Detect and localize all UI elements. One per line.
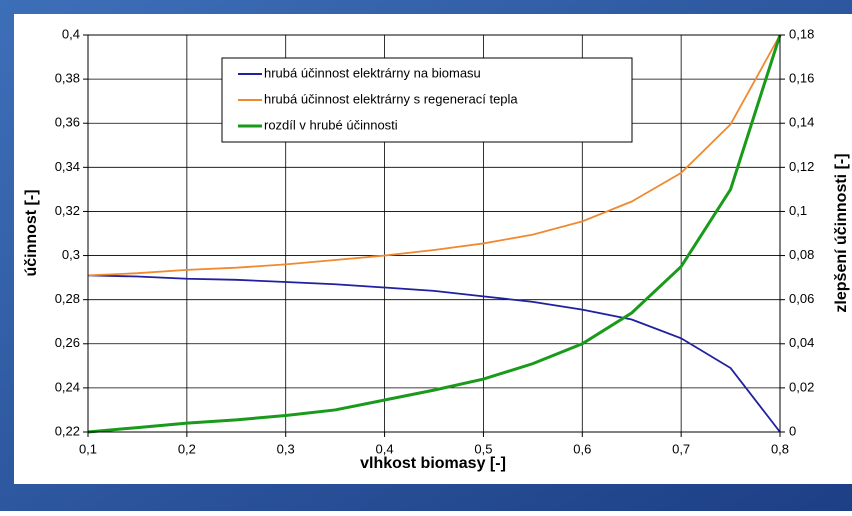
data-line (87, 274, 781, 433)
legend: hrubá účinnost elektrárny na biomasu hrub… (238, 65, 518, 132)
x-tick-label: 0,8 (771, 441, 789, 456)
y-tick-label: 0,34 (55, 159, 80, 174)
y-tick-label: 0,26 (55, 335, 80, 350)
y2-tick-label: 0,02 (789, 379, 814, 394)
y-tick-label: 0,3 (62, 247, 80, 262)
y2-tick-label: 0,18 (789, 26, 814, 41)
data-line (87, 34, 781, 277)
legend-label: hrubá účinnost elektrárny s regenerací t… (264, 91, 518, 106)
y-tick-label: 0,4 (62, 26, 80, 41)
legend-label: hrubá účinnost elektrárny na biomasu (264, 65, 481, 80)
y-tick-label: 0,38 (55, 71, 80, 86)
lines (87, 34, 782, 434)
x-tick-label: 0,3 (277, 441, 295, 456)
x-tick-label: 0,2 (178, 441, 196, 456)
y2-tick-label: 0,06 (789, 291, 814, 306)
y2-tick-label: 0,08 (789, 247, 814, 262)
y2-tick-label: 0 (789, 423, 796, 438)
y-tick-label: 0,36 (55, 115, 80, 130)
x-tick-label: 0,7 (672, 441, 690, 456)
y-tick-label: 0,22 (55, 423, 80, 438)
y-tick-label: 0,28 (55, 291, 80, 306)
x-tick-label: 0,4 (376, 441, 394, 456)
x-tick-label: 0,1 (79, 441, 97, 456)
legend-box (221, 57, 633, 143)
y2-axis-label: zlepšení účinnosti [-] (833, 153, 850, 312)
x-axis-label: vlhkost biomasy [-] (360, 455, 506, 472)
legend-label: rozdíl v hrubé účinnosti (264, 117, 398, 132)
y-tick-label: 0,32 (55, 203, 80, 218)
data-line (87, 34, 782, 434)
y2-tick-label: 0,1 (789, 203, 807, 218)
y2-tick-label: 0,12 (789, 159, 814, 174)
plot-frame (87, 34, 781, 433)
x-tick-label: 0,5 (474, 441, 492, 456)
y2-tick-label: 0,04 (789, 335, 814, 350)
y-tick-label: 0,24 (55, 379, 80, 394)
y2-tick-label: 0,14 (789, 115, 814, 130)
x-tick-label: 0,6 (573, 441, 591, 456)
y-axis-label: účinnost [-] (23, 189, 40, 276)
y2-tick-label: 0,16 (789, 71, 814, 86)
